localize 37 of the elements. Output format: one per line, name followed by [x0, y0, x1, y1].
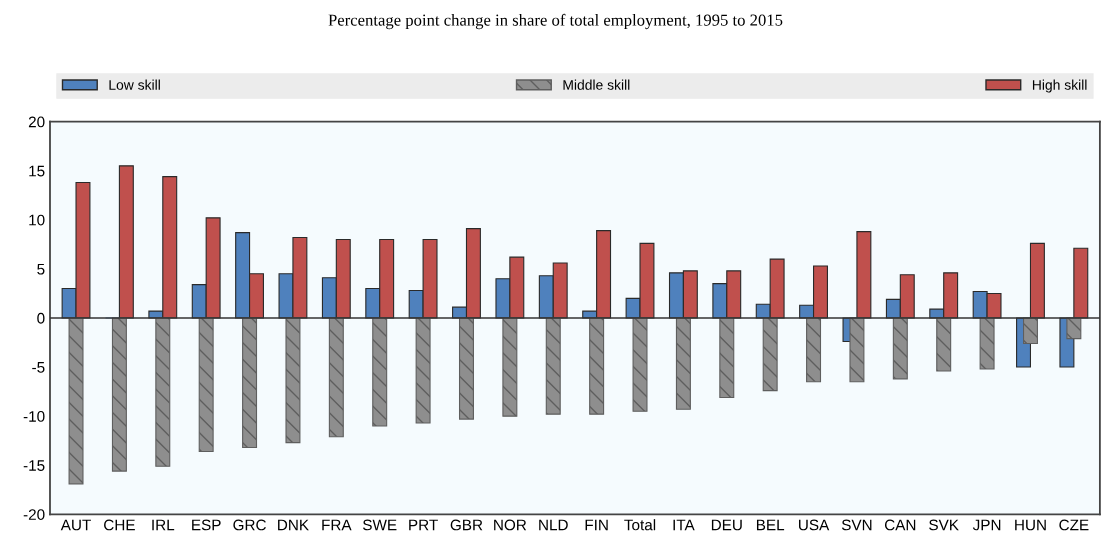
- y-tick-label: -20: [23, 509, 45, 520]
- x-tick-label: NOR: [494, 519, 527, 531]
- legend-label: Low skill: [109, 79, 160, 90]
- x-tick-label: ITA: [673, 519, 695, 531]
- x-tick-label: IRL: [152, 519, 175, 531]
- x-tick-label: USA: [799, 519, 830, 531]
- y-tick-label: -10: [23, 411, 45, 422]
- x-tick-label: JPN: [972, 519, 1001, 531]
- x-tick-label: GRC: [233, 519, 266, 531]
- x-tick-label: GBR: [450, 519, 483, 531]
- x-tick-label: BEL: [756, 519, 785, 531]
- y-tick-label: 20: [28, 116, 45, 128]
- x-tick-label: ESP: [192, 519, 221, 531]
- y-tick-label: 5: [37, 263, 45, 275]
- x-tick-label: CZE: [1059, 519, 1089, 531]
- x-tick-label: DNK: [278, 519, 309, 531]
- x-tick-label: SWE: [363, 519, 397, 531]
- chart-title: Percentage point change in share of total employment, 1995 to 2015: [328, 13, 783, 30]
- y-tick-label: 0: [37, 312, 45, 324]
- x-tick-label: AUT: [60, 519, 91, 531]
- x-tick-label: CAN: [884, 519, 916, 531]
- x-tick-label: Total: [624, 519, 656, 531]
- x-tick-label: FIN: [585, 519, 608, 531]
- x-tick-label: DEU: [711, 519, 742, 531]
- y-tick-label: 15: [29, 165, 45, 177]
- x-tick-label: SVK: [929, 519, 959, 531]
- y-tick-label: -5: [32, 362, 45, 373]
- x-tick-label: FRA: [322, 519, 352, 531]
- legend-label: High skill: [1032, 79, 1087, 93]
- x-tick-label: SVN: [841, 519, 872, 531]
- y-tick-label: -15: [23, 460, 45, 471]
- x-tick-label: CHE: [104, 519, 135, 531]
- legend-label: Middle skill: [563, 79, 630, 90]
- x-tick-label: HUN: [1015, 519, 1046, 531]
- x-tick-label: NLD: [539, 519, 568, 531]
- y-tick-label: 10: [29, 214, 45, 226]
- x-tick-label: PRT: [409, 519, 438, 531]
